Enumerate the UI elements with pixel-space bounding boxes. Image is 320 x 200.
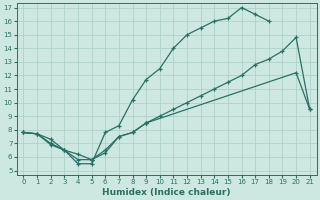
X-axis label: Humidex (Indice chaleur): Humidex (Indice chaleur) [102,188,231,197]
